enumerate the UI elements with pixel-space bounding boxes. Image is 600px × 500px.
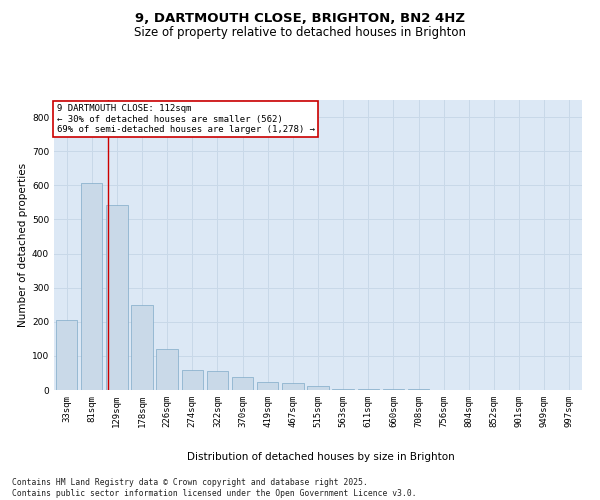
Text: 9, DARTMOUTH CLOSE, BRIGHTON, BN2 4HZ: 9, DARTMOUTH CLOSE, BRIGHTON, BN2 4HZ <box>135 12 465 26</box>
Bar <box>131 306 152 390</box>
Text: Size of property relative to detached houses in Brighton: Size of property relative to detached ho… <box>134 26 466 39</box>
Bar <box>207 370 228 390</box>
Bar <box>383 389 404 390</box>
Bar <box>332 389 354 390</box>
Text: 9 DARTMOUTH CLOSE: 112sqm
← 30% of detached houses are smaller (562)
69% of semi: 9 DARTMOUTH CLOSE: 112sqm ← 30% of detac… <box>56 104 314 134</box>
Text: Distribution of detached houses by size in Brighton: Distribution of detached houses by size … <box>187 452 455 462</box>
Y-axis label: Number of detached properties: Number of detached properties <box>18 163 28 327</box>
Bar <box>56 320 77 390</box>
Bar <box>232 377 253 390</box>
Text: Contains HM Land Registry data © Crown copyright and database right 2025.
Contai: Contains HM Land Registry data © Crown c… <box>12 478 416 498</box>
Bar <box>106 204 128 390</box>
Bar <box>408 389 429 390</box>
Bar <box>358 389 379 390</box>
Bar <box>157 349 178 390</box>
Bar <box>81 182 103 390</box>
Bar <box>257 382 278 390</box>
Bar <box>282 383 304 390</box>
Bar <box>182 370 203 390</box>
Bar <box>307 386 329 390</box>
